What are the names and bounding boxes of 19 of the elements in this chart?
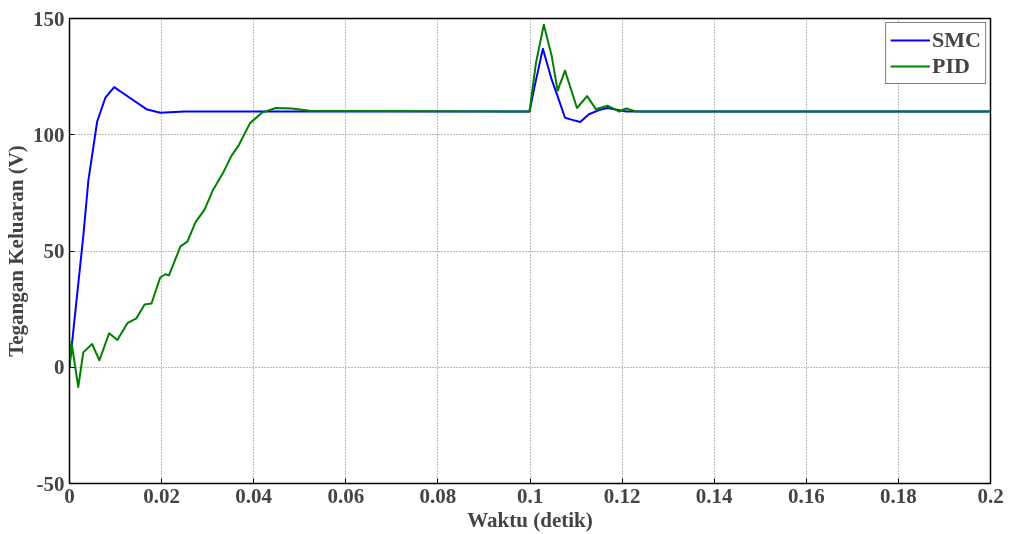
y-axis-title: Tegangan Keluaran (V) (4, 145, 28, 357)
y-tick-label: 50 (43, 239, 65, 263)
x-tick-label: 0.04 (235, 483, 273, 508)
x-tick-label: 0.08 (419, 483, 457, 508)
x-tick-label: 0.1 (516, 483, 544, 508)
y-tick-label: 150 (33, 6, 65, 31)
legend-label: SMC (932, 27, 981, 53)
x-tick-label: 0.02 (143, 483, 180, 508)
y-tick-label: 100 (33, 122, 65, 147)
x-tick-label: 0.06 (327, 483, 365, 508)
y-tick-label: -50 (36, 471, 65, 496)
x-tick-label: 0.14 (695, 483, 734, 508)
legend-label: PID (932, 53, 970, 79)
x-tick-label: 0.12 (603, 483, 641, 508)
y-tick-label: 0 (54, 355, 65, 380)
x-tick-label: 0.16 (787, 483, 825, 508)
x-tick-label: 0.18 (880, 483, 917, 508)
x-axis-title: Waktu (detik) (467, 507, 593, 532)
x-tick-label: 0.2 (977, 483, 1004, 508)
